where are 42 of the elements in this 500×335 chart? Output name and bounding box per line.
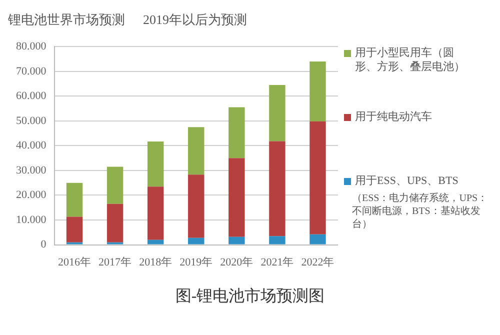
y-tick-label: 20.000 — [16, 189, 47, 202]
y-tick-label: 50.000 — [16, 114, 47, 127]
bar — [66, 182, 83, 217]
bar — [228, 236, 245, 244]
chart-title: 锂电池世界市场预测 — [8, 11, 125, 29]
x-tick-label: 2020年 — [220, 256, 254, 268]
bar — [310, 61, 326, 122]
bar — [310, 121, 326, 234]
legend-label: 用于纯电动汽车 — [355, 110, 433, 124]
x-tick-label: 2017年 — [98, 256, 132, 268]
bar — [228, 107, 245, 158]
y-tick-label: 30.000 — [16, 164, 47, 176]
bar — [269, 85, 286, 142]
x-tick-label: 2021年 — [260, 256, 294, 268]
y-tick-label: 60.000 — [16, 90, 47, 102]
bar — [269, 141, 286, 236]
x-tick-label: 2022年 — [301, 256, 334, 268]
bar — [188, 174, 204, 238]
bar — [147, 240, 164, 244]
y-tick-label: 40.000 — [16, 140, 47, 152]
bar — [66, 216, 83, 242]
bar — [147, 141, 164, 187]
y-tick-label: 70.000 — [16, 65, 47, 78]
bar — [188, 127, 204, 175]
bar — [147, 186, 164, 240]
legend-label: 用于小型民用车（圆形、方形、叠层电池） — [355, 46, 466, 74]
chart-subtitle: 2019年以后为预测 — [143, 11, 247, 29]
y-tick-label: 0 — [40, 238, 47, 251]
legend-label: 用于ESS、UPS、BTS — [355, 174, 460, 188]
bar — [269, 236, 286, 244]
bar — [106, 204, 124, 242]
y-tick-label: 10.000 — [16, 214, 47, 226]
x-tick-label: 2018年 — [139, 256, 172, 268]
bar — [228, 158, 245, 237]
bar — [310, 234, 326, 244]
x-tick-label: 2019年 — [180, 256, 213, 268]
x-tick-label: 2016年 — [58, 256, 92, 268]
text: 图-锂电池市场预测图 — [174, 286, 326, 307]
text: （ESS：电力储存系统，UPS：不间断电源，BTS：基站收发台） — [351, 192, 489, 231]
y-tick-label: 80.000 — [16, 40, 47, 52]
bar — [106, 166, 124, 204]
bar — [188, 238, 204, 244]
